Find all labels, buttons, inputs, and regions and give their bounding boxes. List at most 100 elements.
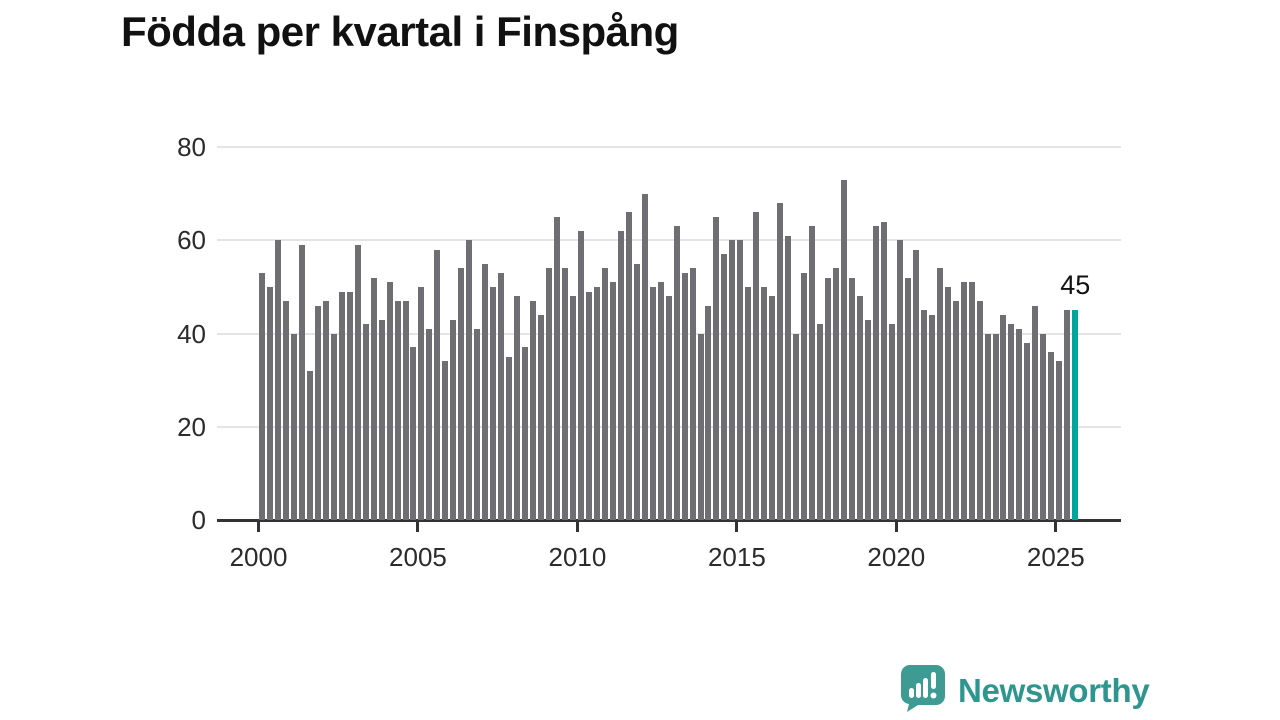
bar <box>259 272 265 520</box>
x-axis-tick-label: 2005 <box>389 542 447 572</box>
bar <box>546 268 553 520</box>
bar <box>657 282 664 520</box>
bar <box>378 319 385 520</box>
y-axis-tick-label: 0 <box>191 505 206 535</box>
bar <box>880 221 887 520</box>
bar <box>1024 342 1031 520</box>
bar <box>601 268 608 520</box>
y-axis-tick-label: 40 <box>177 318 206 349</box>
bar <box>872 226 879 520</box>
bar <box>737 240 744 520</box>
bar <box>561 268 568 520</box>
bar <box>809 226 816 520</box>
x-axis-tick <box>735 522 739 532</box>
bar <box>1000 314 1007 520</box>
bar <box>785 235 792 520</box>
bar-chart-speech-bubble-icon <box>900 664 946 717</box>
bar <box>298 244 305 520</box>
bar <box>346 291 353 520</box>
gridline-y60 <box>217 239 1121 242</box>
bar <box>649 286 656 520</box>
bar <box>673 226 680 520</box>
bar <box>1008 324 1015 520</box>
bar <box>713 216 720 520</box>
bar <box>625 212 632 520</box>
bar <box>306 370 313 520</box>
bar <box>833 268 840 520</box>
bar <box>665 296 672 520</box>
bar <box>864 319 871 520</box>
bar <box>554 216 560 520</box>
bar <box>817 324 824 520</box>
bar <box>689 268 696 520</box>
bar <box>1016 328 1023 520</box>
bar <box>290 333 297 520</box>
bar <box>992 333 999 520</box>
bar <box>944 286 951 520</box>
bar <box>410 347 417 520</box>
bar <box>904 277 911 520</box>
bar <box>370 277 377 520</box>
bar <box>753 212 760 520</box>
bar <box>721 254 728 520</box>
bar <box>474 328 481 520</box>
bar <box>1056 361 1063 520</box>
x-axis-tick <box>416 522 420 532</box>
bar <box>976 300 983 520</box>
bar <box>442 361 449 520</box>
bar <box>314 305 321 520</box>
bar <box>514 296 521 520</box>
bar <box>968 282 975 520</box>
bar <box>490 286 497 520</box>
bar <box>761 286 768 520</box>
bar <box>585 291 592 520</box>
bar <box>569 296 576 520</box>
bar <box>402 300 409 520</box>
bar <box>888 324 895 520</box>
bar <box>522 347 529 520</box>
bar <box>482 263 489 520</box>
y-axis-tick-label: 20 <box>177 411 206 442</box>
bar <box>538 314 545 520</box>
gridline-y80 <box>217 146 1121 148</box>
bar <box>1040 333 1047 520</box>
bar <box>418 286 425 520</box>
bar <box>849 277 855 520</box>
bar <box>593 286 600 520</box>
highlighted-bar <box>1072 310 1079 520</box>
bar <box>330 333 337 520</box>
bar <box>729 240 736 520</box>
x-axis-tick <box>575 522 579 532</box>
bar <box>1032 305 1039 520</box>
bar <box>928 314 935 520</box>
x-axis-line <box>217 519 1121 522</box>
bar <box>793 333 800 520</box>
bar <box>362 324 369 520</box>
bar <box>984 333 991 520</box>
bar <box>801 272 808 520</box>
bar <box>681 272 688 520</box>
bar <box>458 268 465 520</box>
bar <box>769 296 776 520</box>
bar <box>745 286 752 520</box>
bar <box>1048 352 1055 520</box>
x-axis-tick <box>894 522 898 532</box>
bar <box>1064 310 1071 520</box>
bar <box>960 282 967 520</box>
bar <box>825 277 832 520</box>
bar <box>530 300 537 520</box>
bar <box>266 286 273 520</box>
x-axis-tick <box>257 522 260 532</box>
newsworthy-logo: Newsworthy <box>900 664 1150 717</box>
y-axis-tick-label: 60 <box>177 225 206 256</box>
bar <box>777 202 784 520</box>
highlight-value-label: 45 <box>1060 270 1091 301</box>
bar <box>697 333 704 520</box>
x-axis-tick-label: 2025 <box>1026 542 1085 572</box>
bar <box>952 300 959 520</box>
bar <box>705 305 712 520</box>
bar <box>920 310 927 520</box>
bar <box>936 268 943 520</box>
